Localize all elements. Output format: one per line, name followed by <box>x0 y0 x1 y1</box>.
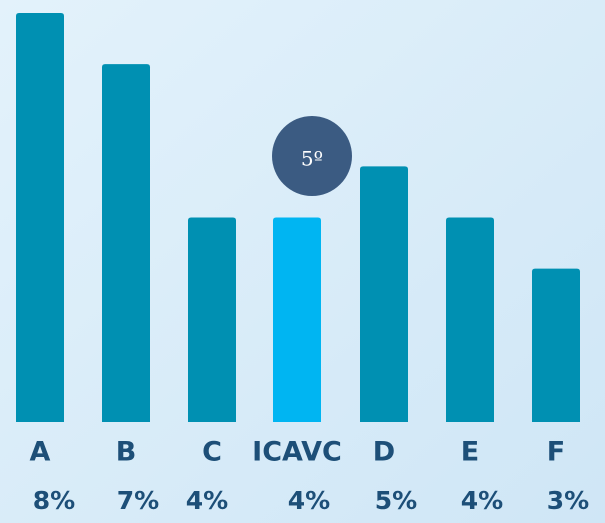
bar <box>446 217 494 422</box>
bar <box>188 217 236 422</box>
value-label: 4% <box>288 486 330 515</box>
value-label: 4% <box>186 486 228 515</box>
x-tick-label: E <box>461 437 479 468</box>
value-label: 4% <box>461 486 503 515</box>
x-tick-label: ICAVC <box>252 437 342 468</box>
bar <box>532 268 580 422</box>
x-tick-label: F <box>547 437 565 468</box>
rank-badge <box>272 116 352 196</box>
value-label: 5% <box>375 486 417 515</box>
bar <box>273 217 321 422</box>
value-label: 3% <box>547 486 589 515</box>
x-tick-label: B <box>116 437 137 468</box>
bar <box>16 13 64 422</box>
bar <box>360 166 408 422</box>
x-tick-label: C <box>202 437 222 468</box>
rank-badge-label: 5º <box>301 147 323 171</box>
bar <box>102 64 150 422</box>
value-label: 8% <box>33 486 75 515</box>
x-tick-label: A <box>30 437 51 468</box>
x-tick-label: D <box>373 437 395 468</box>
value-label: 7% <box>117 486 159 515</box>
